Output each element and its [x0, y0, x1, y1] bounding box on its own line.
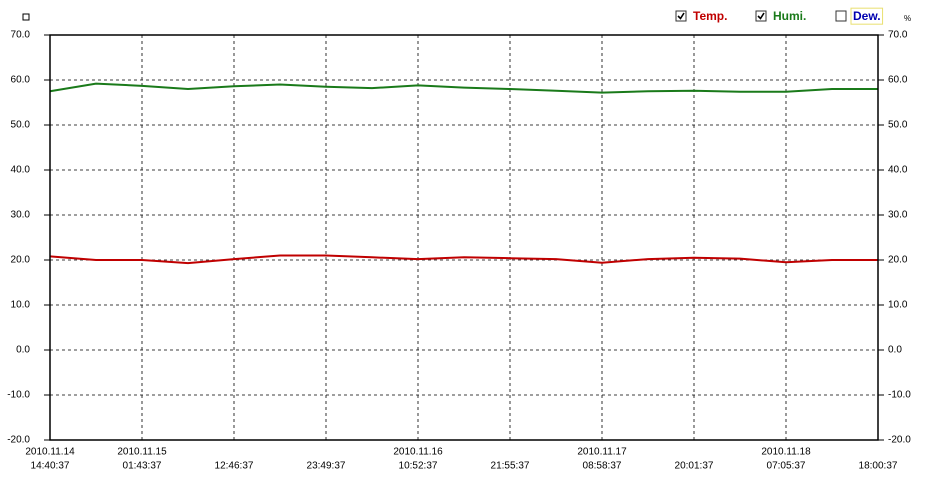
y2-tick-label: -10.0	[888, 390, 911, 401]
x-tick-label: 20:01:37	[675, 461, 714, 472]
series-line	[49, 82, 878, 94]
x-date-label: 2010.11.16	[393, 447, 443, 458]
x-date-label: 2010.11.15	[117, 447, 167, 458]
y-tick-label: 20.0	[11, 255, 31, 266]
y-tick-label: -20.0	[7, 435, 30, 446]
x-tick-label: 23:49:37	[307, 461, 346, 472]
legend-checkbox[interactable]	[755, 10, 767, 22]
y2-tick-label: 50.0	[888, 120, 908, 131]
legend-checkbox[interactable]	[835, 10, 847, 22]
series-line	[49, 254, 878, 265]
legend-label[interactable]: Temp.	[693, 9, 727, 23]
x-tick-label: 08:58:37	[583, 461, 622, 472]
y2-axis-label: %	[904, 14, 911, 23]
legend-label[interactable]: Humi.	[773, 9, 806, 23]
y-tick-label: 30.0	[11, 210, 31, 221]
y-tick-label: 10.0	[11, 300, 31, 311]
x-date-label: 2010.11.17	[577, 447, 627, 458]
y2-tick-label: 60.0	[888, 75, 908, 86]
y2-tick-label: 40.0	[888, 165, 908, 176]
x-tick-label: 21:55:37	[491, 461, 530, 472]
y-tick-label: 40.0	[11, 165, 31, 176]
checkmark	[757, 12, 765, 20]
y-tick-label: 60.0	[11, 75, 31, 86]
plot-border	[49, 34, 879, 441]
y2-tick-label: -20.0	[888, 435, 911, 446]
y-tick-label: -10.0	[7, 390, 30, 401]
x-tick-label: 10:52:37	[399, 461, 438, 472]
checkmark	[677, 12, 685, 20]
y2-tick-label: 20.0	[888, 255, 908, 266]
x-tick-label: 18:00:37	[859, 461, 898, 472]
y-tick-label: 0.0	[16, 345, 30, 356]
unit-icon	[22, 13, 30, 21]
y-tick-label: 70.0	[11, 30, 31, 41]
y2-tick-label: 10.0	[888, 300, 908, 311]
x-tick-label: 12:46:37	[215, 461, 254, 472]
legend-checkbox[interactable]	[675, 10, 687, 22]
x-tick-label: 01:43:37	[123, 461, 162, 472]
x-tick-label: 14:40:37	[31, 461, 70, 472]
legend-focus	[850, 7, 884, 25]
x-tick-label: 07:05:37	[767, 461, 806, 472]
x-date-label: 2010.11.18	[761, 447, 811, 458]
y2-tick-label: 70.0	[888, 30, 908, 41]
x-date-label: 2010.11.14	[25, 447, 75, 458]
legend-label[interactable]: Dew.	[853, 9, 881, 23]
y2-tick-label: 0.0	[888, 345, 902, 356]
y2-tick-label: 30.0	[888, 210, 908, 221]
y-tick-label: 50.0	[11, 120, 31, 131]
